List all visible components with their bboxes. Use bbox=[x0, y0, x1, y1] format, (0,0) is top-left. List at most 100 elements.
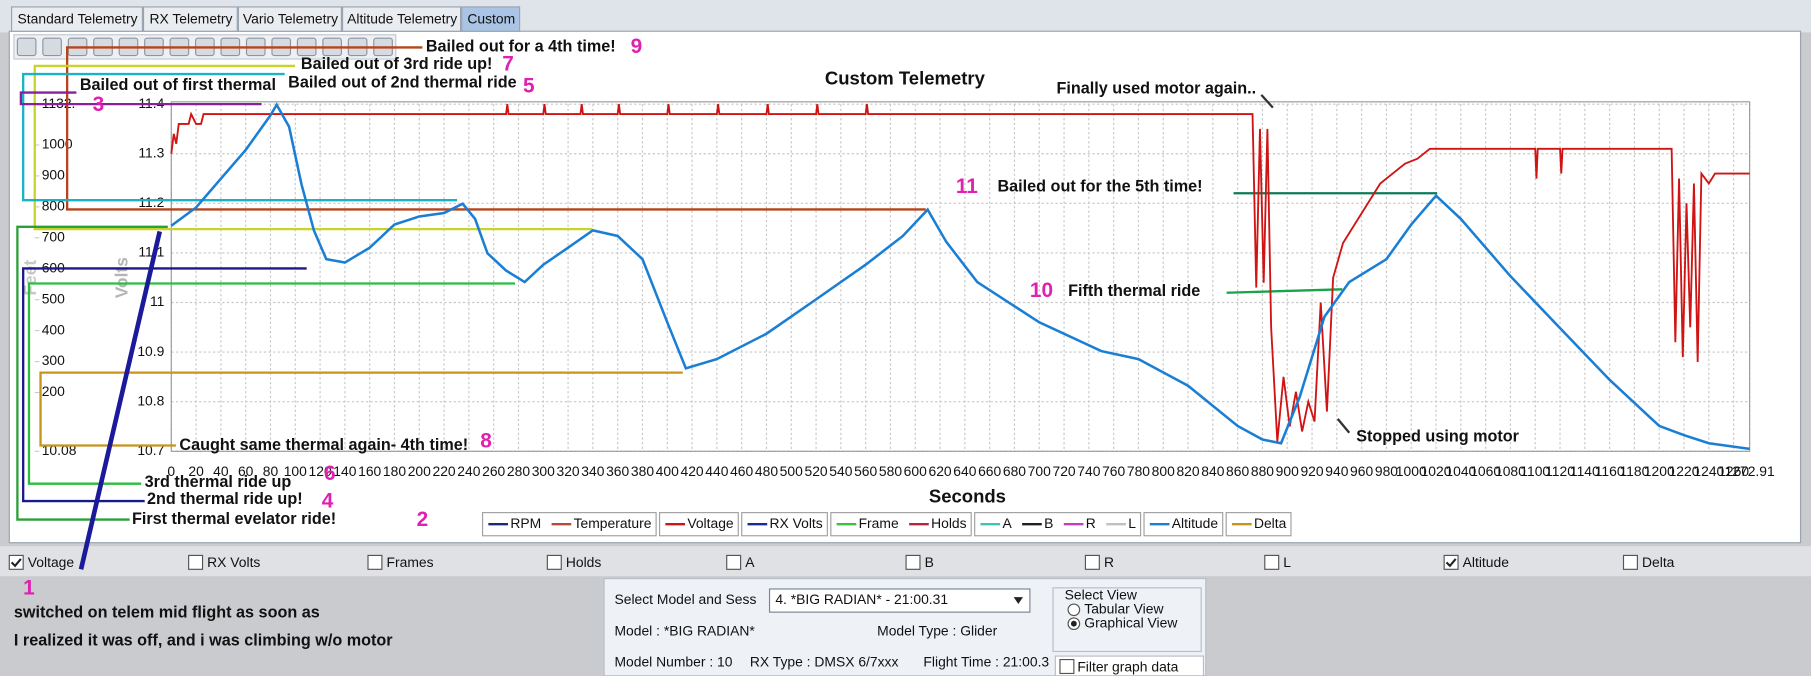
checkbox-label[interactable]: R bbox=[1104, 554, 1114, 570]
annotation: Bailed out of 3rd ride up! bbox=[301, 55, 493, 73]
x-tick-label: 100 bbox=[284, 463, 307, 479]
x-tick-label: 1060 bbox=[1470, 463, 1501, 479]
y2-tick-label: 900 bbox=[42, 167, 65, 183]
y-axis-title: Volts bbox=[111, 257, 131, 298]
checkbox-label[interactable]: Frames bbox=[387, 554, 434, 570]
annotation-number: 3 bbox=[93, 93, 105, 116]
x-tick-label: 1220 bbox=[1669, 463, 1700, 479]
toolbar-button[interactable] bbox=[42, 37, 62, 57]
checkbox-label[interactable]: RX Volts bbox=[207, 554, 260, 570]
tab-label[interactable]: Standard Telemetry bbox=[18, 10, 138, 26]
tab[interactable] bbox=[11, 6, 143, 32]
radio[interactable] bbox=[1067, 603, 1081, 617]
y-tick-label: 11.2 bbox=[138, 194, 164, 210]
checkbox[interactable] bbox=[905, 554, 921, 570]
checkbox[interactable] bbox=[367, 554, 383, 570]
legend-box bbox=[1143, 512, 1224, 537]
x-tick-label: 580 bbox=[879, 463, 902, 479]
annotation-line bbox=[1336, 418, 1351, 434]
checkbox[interactable] bbox=[546, 554, 562, 570]
annotation: First thermal evelator ride! bbox=[132, 510, 336, 528]
annotation: 3rd thermal ride up bbox=[145, 473, 292, 491]
legend-box bbox=[974, 512, 1142, 537]
chart-panel bbox=[8, 30, 1802, 544]
tab-label[interactable]: Altitude Telemetry bbox=[347, 10, 457, 26]
x-tick-label: 240 bbox=[457, 463, 480, 479]
checkbox-label[interactable]: L bbox=[1283, 554, 1291, 570]
annotation-number: 6 bbox=[324, 462, 336, 485]
view-group bbox=[1052, 587, 1202, 653]
x-tick-label: 1200 bbox=[1644, 463, 1675, 479]
legend-label: Delta bbox=[1254, 515, 1287, 531]
x-tick-label: 860 bbox=[1226, 463, 1249, 479]
x-tick-label: 120 bbox=[309, 463, 332, 479]
checkbox-label[interactable]: A bbox=[745, 554, 755, 570]
checkbox[interactable] bbox=[726, 554, 742, 570]
x-tick-label: 960 bbox=[1350, 463, 1373, 479]
x-tick-label: 1120 bbox=[1545, 463, 1575, 479]
checkbox[interactable] bbox=[8, 554, 24, 570]
rx-type: RX Type : DMSX 6/7xxx bbox=[750, 654, 899, 670]
checkbox-check[interactable] bbox=[10, 558, 22, 568]
y2-tick-label: 700 bbox=[42, 228, 65, 244]
tab[interactable] bbox=[341, 6, 462, 32]
annotation: Bailed out of first thermal bbox=[80, 76, 276, 94]
x-tick-label: 360 bbox=[606, 463, 629, 479]
legend-label: Altitude bbox=[1172, 515, 1219, 531]
tab-label[interactable]: RX Telemetry bbox=[149, 10, 232, 26]
legend-label: Frame bbox=[859, 515, 899, 531]
filter-checkbox[interactable] bbox=[1059, 658, 1075, 675]
legend-label: RPM bbox=[510, 515, 541, 531]
checkbox-label[interactable]: Delta bbox=[1642, 554, 1675, 570]
radio-dot[interactable] bbox=[1070, 620, 1077, 627]
dropdown-arrow[interactable] bbox=[1013, 597, 1023, 605]
tab-label[interactable]: Custom bbox=[467, 10, 515, 26]
x-tick-label: 80 bbox=[263, 463, 279, 479]
tab[interactable] bbox=[142, 6, 238, 32]
x-tick-label: 1180 bbox=[1620, 463, 1650, 479]
checkbox-check[interactable] bbox=[1445, 558, 1457, 568]
legend-label: Voltage bbox=[687, 515, 734, 531]
radio-label[interactable]: Tabular View bbox=[1084, 600, 1164, 616]
x-tick-label: 780 bbox=[1127, 463, 1150, 479]
annotation: Bailed out for the 5th time! bbox=[997, 178, 1202, 196]
tab[interactable] bbox=[237, 6, 342, 32]
checkbox[interactable] bbox=[1443, 554, 1459, 570]
legend-label: R bbox=[1086, 515, 1096, 531]
y2-tick-label: 400 bbox=[42, 321, 65, 337]
plot-frame bbox=[170, 101, 1751, 452]
x-tick-label: 940 bbox=[1325, 463, 1348, 479]
x-tick-label: 460 bbox=[730, 463, 753, 479]
x-tick-label: 200 bbox=[408, 463, 431, 479]
y-tick-label: 11.3 bbox=[138, 144, 164, 160]
checkbox-label[interactable]: Altitude bbox=[1463, 554, 1510, 570]
toolbar-button[interactable] bbox=[16, 37, 37, 57]
x-tick-label: 260 bbox=[482, 463, 505, 479]
x-tick-label: 1000 bbox=[1396, 463, 1427, 479]
tab[interactable] bbox=[461, 6, 521, 32]
checkbox[interactable] bbox=[1264, 554, 1280, 570]
legend-label: Temperature bbox=[574, 515, 652, 531]
annotation: Bailed out of 2nd thermal ride bbox=[288, 74, 516, 92]
annotation: Bailed out for a 4th time! bbox=[426, 38, 616, 56]
checkbox-label[interactable]: B bbox=[925, 554, 934, 570]
checkbox[interactable] bbox=[188, 554, 204, 570]
y-tick-label: 10.9 bbox=[137, 343, 164, 359]
session-dropdown[interactable] bbox=[768, 588, 1031, 613]
session-value[interactable]: 4. *BIG RADIAN* - 21:00.31 bbox=[775, 591, 948, 607]
radio-label[interactable]: Graphical View bbox=[1084, 614, 1178, 630]
y-tick-label: 11 bbox=[150, 293, 165, 309]
filter-label[interactable]: Filter graph data bbox=[1077, 658, 1178, 674]
x-tick-label: 760 bbox=[1102, 463, 1125, 479]
session-label: Select Model and Sess bbox=[614, 591, 756, 607]
annotation-number: 4 bbox=[322, 490, 334, 513]
x-tick-label: 620 bbox=[928, 463, 951, 479]
checkbox[interactable] bbox=[1622, 554, 1638, 570]
tab-label[interactable]: Vario Telemetry bbox=[243, 10, 338, 26]
checkbox-label[interactable]: Holds bbox=[566, 554, 602, 570]
checkbox[interactable] bbox=[1084, 554, 1100, 570]
x-tick-label: 700 bbox=[1028, 463, 1051, 479]
x-tick-label: 720 bbox=[1052, 463, 1075, 479]
checkbox-label[interactable]: Voltage bbox=[28, 554, 75, 570]
x-tick-label: 740 bbox=[1077, 463, 1100, 479]
